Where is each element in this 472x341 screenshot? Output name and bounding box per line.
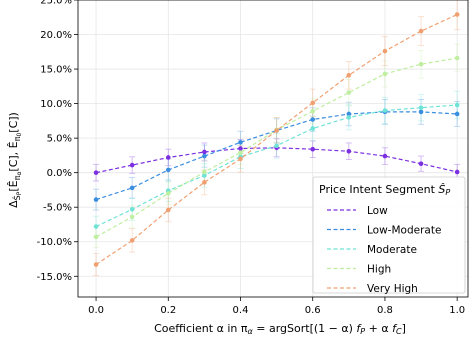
point-very-high	[418, 28, 424, 34]
point-low	[382, 153, 388, 159]
x-tick-label: 0.8	[377, 305, 393, 316]
point-low	[310, 146, 316, 152]
point-low	[202, 149, 207, 155]
y-tick-label: 15.0%	[40, 65, 72, 76]
point-moderate	[346, 115, 352, 120]
legend-label: Moderate	[367, 244, 417, 256]
series-points	[93, 12, 460, 267]
point-moderate	[129, 206, 135, 212]
legend-item-low-moderate: Low-Moderate	[327, 225, 441, 237]
point-moderate	[310, 126, 316, 131]
point-low	[238, 146, 243, 151]
series-line-very-high	[95, 13, 458, 265]
point-very-high	[238, 156, 243, 162]
y-tick-label: 25.0%	[40, 0, 72, 7]
point-very-high	[93, 262, 99, 267]
point-very-high	[165, 207, 171, 213]
legend-label: Very High	[367, 283, 418, 295]
point-low	[93, 170, 99, 175]
point-low-moderate	[93, 197, 99, 202]
point-high	[382, 71, 388, 77]
point-very-high	[310, 100, 316, 106]
point-high	[310, 108, 316, 114]
point-very-high	[202, 180, 207, 185]
point-high	[129, 214, 135, 220]
point-moderate	[93, 224, 99, 229]
plot-frame	[77, 0, 469, 298]
point-low	[418, 161, 424, 166]
legend-box	[312, 176, 466, 294]
point-low-moderate	[418, 109, 424, 115]
point-moderate	[202, 173, 207, 178]
y-tick-label: -10.0%	[37, 237, 72, 248]
point-high	[93, 234, 99, 240]
legend-item-low: Low	[327, 205, 388, 217]
point-moderate	[454, 102, 460, 108]
point-low	[454, 169, 460, 175]
point-very-high	[454, 12, 460, 17]
point-high	[202, 169, 207, 175]
legend-item-very-high: Very High	[327, 283, 418, 295]
legend-item-high: High	[327, 264, 391, 276]
y-axis: -15.0% -10.0% -5.0% 0.0% 5.0% 10.0% 15.0% 20.0%…	[37, 0, 78, 283]
point-low-moderate	[454, 111, 460, 117]
x-tick-label: 0.4	[233, 305, 249, 316]
y-tick-label: 0.0%	[47, 168, 72, 179]
point-moderate	[382, 108, 388, 113]
point-high	[165, 191, 171, 196]
legend: Price Intent Segment ŜP Low Low-Moderate M…	[312, 176, 466, 295]
point-low-moderate	[129, 185, 135, 191]
legend-item-moderate: Moderate	[327, 244, 417, 256]
point-high	[346, 90, 352, 95]
point-high	[418, 61, 424, 67]
legend-label: Low-Moderate	[367, 225, 441, 237]
point-low-moderate	[165, 167, 171, 173]
point-moderate	[274, 143, 279, 149]
point-low	[165, 155, 171, 160]
y-tick-label: 5.0%	[47, 134, 72, 145]
point-very-high	[274, 128, 279, 133]
point-low-moderate	[310, 117, 316, 122]
x-tick-label: 0.0	[88, 305, 104, 316]
y-tick-label: -15.0%	[37, 272, 72, 283]
point-moderate	[418, 105, 424, 111]
point-low	[346, 148, 352, 154]
y-axis-label: ΔŜP[Êπα[C], Êπ0[C])	[7, 112, 23, 208]
point-very-high	[129, 238, 135, 243]
y-tick-label: -5.0%	[43, 203, 72, 214]
legend-label: High	[367, 264, 391, 276]
legend-title: Price Intent Segment ŜP	[319, 183, 450, 197]
x-tick-label: 0.6	[305, 305, 321, 316]
point-very-high	[346, 72, 352, 78]
point-low-moderate	[346, 111, 352, 117]
point-low-moderate	[238, 139, 243, 145]
x-axis: 0.0 0.2 0.4 0.6 0.8 1.0	[88, 297, 465, 316]
point-low-moderate	[202, 153, 207, 159]
x-tick-label: 1.0	[449, 305, 465, 316]
y-tick-label: 20.0%	[40, 30, 72, 41]
legend-label: Low	[367, 205, 388, 217]
point-high	[454, 55, 460, 61]
point-high	[238, 150, 243, 155]
x-axis-label: Coefficient α in πα = argSort[(1 − α) fP…	[154, 322, 406, 336]
point-very-high	[382, 48, 388, 54]
x-tick-label: 0.2	[160, 305, 176, 316]
point-low	[129, 162, 135, 168]
y-tick-label: 10.0%	[40, 99, 72, 110]
